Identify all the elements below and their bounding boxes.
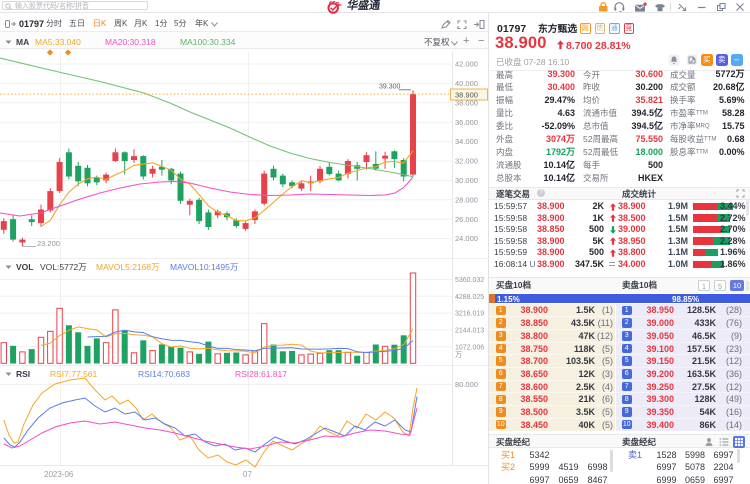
- svg-text:34.000: 34.000: [455, 137, 478, 146]
- svg-text:2023-06: 2023-06: [44, 470, 74, 479]
- svg-text:26.000: 26.000: [455, 215, 478, 224]
- svg-text:万: 万: [455, 351, 462, 359]
- svg-text:5360.032: 5360.032: [455, 277, 484, 284]
- svg-text:23.200: 23.200: [37, 239, 60, 248]
- svg-text:3216.019: 3216.019: [455, 311, 484, 318]
- svg-text:42.000: 42.000: [455, 60, 478, 69]
- svg-text:40.000: 40.000: [455, 79, 478, 88]
- svg-text:32.000: 32.000: [455, 157, 478, 166]
- svg-text:38.900: 38.900: [455, 90, 478, 99]
- svg-text:30.000: 30.000: [455, 176, 478, 185]
- svg-text:1072.006: 1072.006: [455, 344, 484, 351]
- svg-text:36.000: 36.000: [455, 118, 478, 127]
- svg-text:24.000: 24.000: [455, 234, 478, 243]
- svg-text:4288.025: 4288.025: [455, 294, 484, 301]
- svg-text:28.000: 28.000: [455, 195, 478, 204]
- svg-text:07: 07: [243, 470, 252, 479]
- svg-text:39.300: 39.300: [379, 84, 401, 91]
- svg-text:80.000: 80.000: [455, 380, 478, 389]
- svg-text:38.000: 38.000: [455, 98, 478, 107]
- svg-text:2144.013: 2144.013: [455, 328, 484, 335]
